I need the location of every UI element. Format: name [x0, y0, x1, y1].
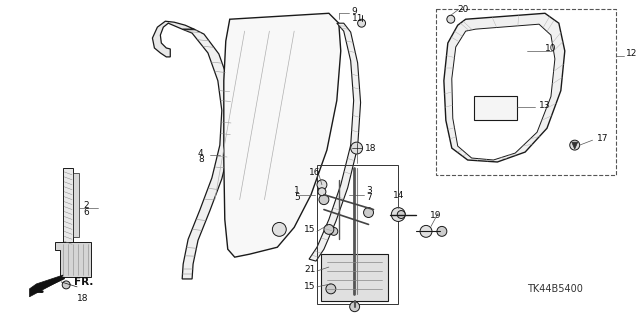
Text: 4: 4 — [198, 149, 204, 158]
Text: 18: 18 — [365, 144, 376, 152]
Circle shape — [391, 208, 405, 221]
Circle shape — [351, 142, 363, 154]
Circle shape — [397, 211, 405, 219]
Circle shape — [364, 208, 374, 218]
Text: 8: 8 — [198, 155, 204, 165]
Polygon shape — [224, 13, 340, 257]
Text: 5: 5 — [294, 193, 300, 202]
Text: 16: 16 — [309, 168, 321, 177]
Text: 7: 7 — [367, 193, 372, 202]
Text: 3: 3 — [367, 186, 372, 195]
Circle shape — [358, 19, 365, 27]
Text: 15: 15 — [304, 282, 316, 291]
Polygon shape — [444, 13, 565, 162]
Circle shape — [570, 140, 580, 150]
Polygon shape — [152, 21, 194, 57]
Text: TK44B5400: TK44B5400 — [527, 284, 583, 294]
Polygon shape — [572, 142, 578, 149]
Text: 18: 18 — [77, 294, 88, 303]
Circle shape — [330, 227, 338, 235]
Text: 19: 19 — [430, 211, 442, 220]
Circle shape — [319, 195, 329, 204]
Circle shape — [318, 188, 326, 196]
Polygon shape — [474, 96, 517, 120]
Polygon shape — [73, 173, 79, 237]
Text: 6: 6 — [83, 208, 89, 217]
Polygon shape — [309, 23, 360, 261]
Text: 9: 9 — [351, 7, 357, 16]
Text: 17: 17 — [596, 134, 608, 143]
Polygon shape — [321, 254, 388, 301]
Circle shape — [447, 15, 455, 23]
Text: FR.: FR. — [74, 277, 93, 287]
Circle shape — [62, 281, 70, 289]
Circle shape — [437, 226, 447, 236]
Circle shape — [273, 222, 286, 236]
Polygon shape — [452, 24, 555, 160]
Polygon shape — [29, 275, 63, 297]
Text: 15: 15 — [304, 225, 316, 234]
Text: 13: 13 — [539, 101, 550, 110]
Text: 21: 21 — [304, 264, 316, 273]
Text: 2: 2 — [83, 201, 89, 210]
Circle shape — [420, 226, 432, 237]
Polygon shape — [63, 168, 73, 247]
Polygon shape — [55, 242, 91, 277]
Text: 12: 12 — [627, 49, 637, 58]
Circle shape — [349, 302, 360, 312]
Circle shape — [317, 180, 327, 190]
Text: 14: 14 — [394, 191, 404, 200]
Circle shape — [326, 284, 336, 294]
Text: 1: 1 — [294, 186, 300, 195]
Circle shape — [324, 225, 334, 234]
Text: 11: 11 — [351, 14, 363, 23]
Text: 10: 10 — [545, 44, 556, 54]
Polygon shape — [182, 29, 232, 279]
Bar — [436, 9, 616, 175]
Text: 20: 20 — [458, 5, 469, 14]
